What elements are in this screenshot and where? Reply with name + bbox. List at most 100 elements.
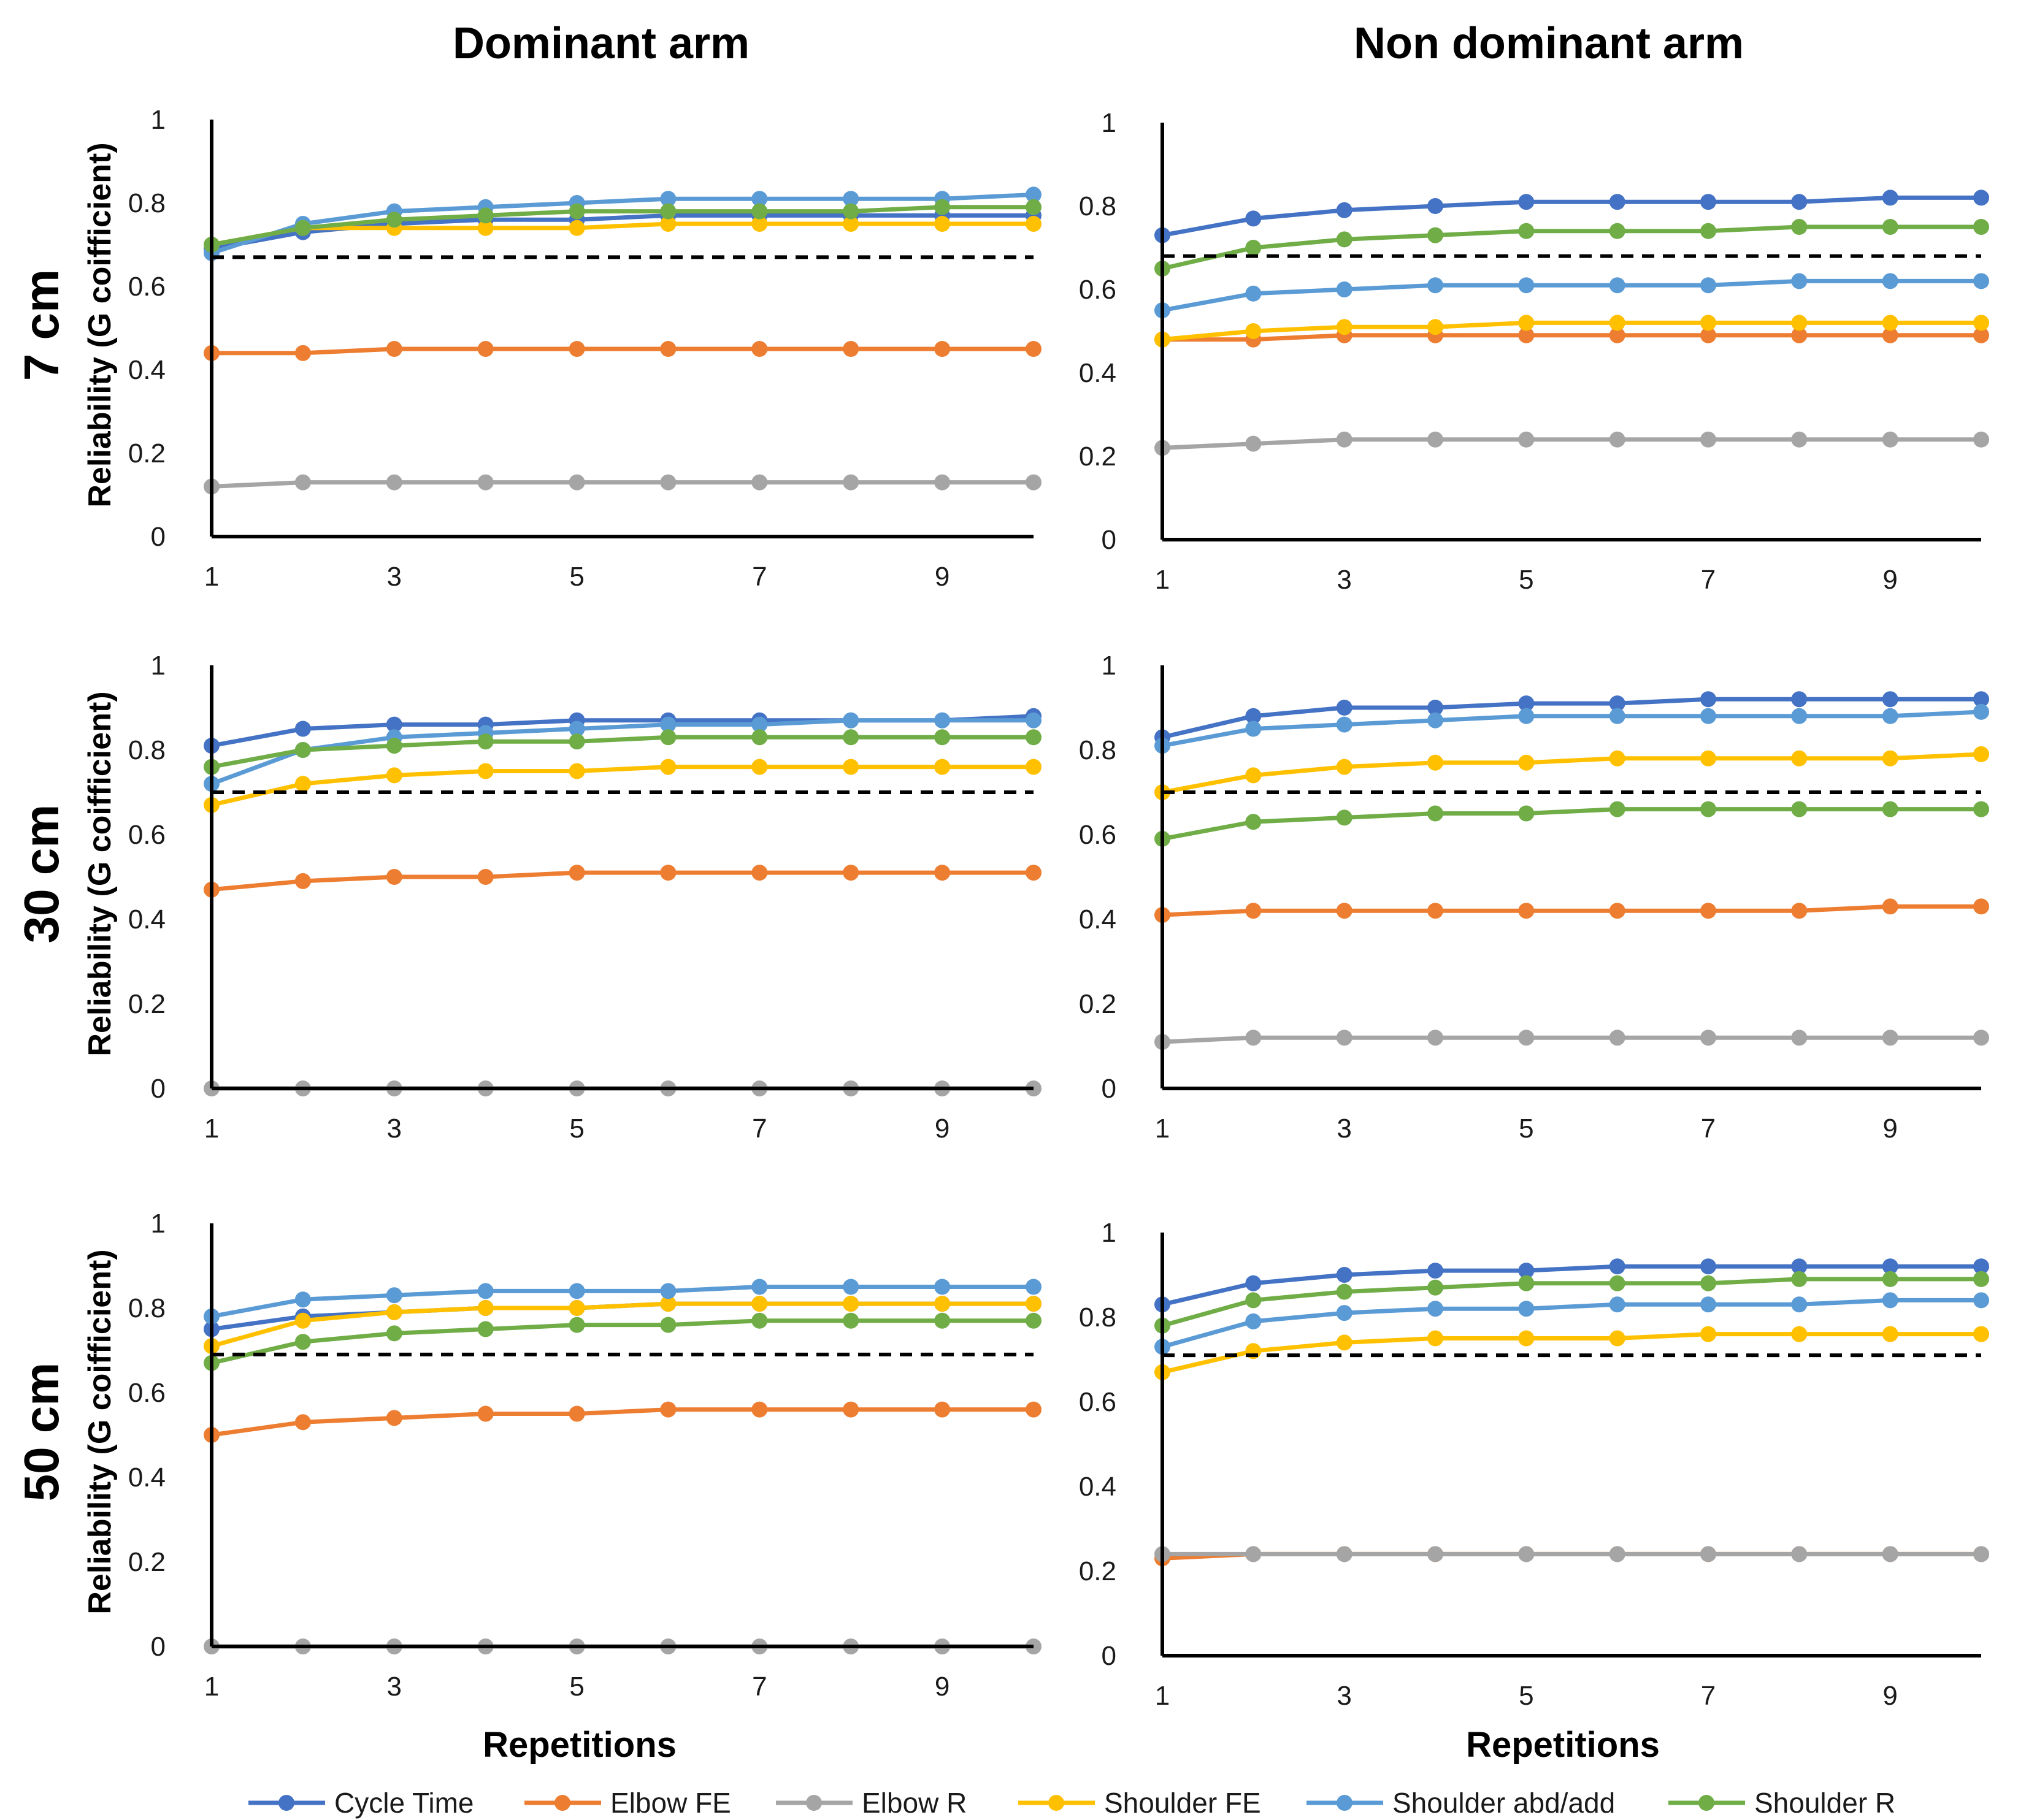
data-point — [751, 1401, 768, 1418]
y-tick-label: 0 — [1102, 525, 1116, 555]
data-point — [934, 729, 951, 746]
data-point — [934, 712, 951, 728]
legend: Cycle Time Elbow FE Elbow R Shoulder FE Shou… — [248, 1787, 1895, 1819]
data-point — [386, 738, 402, 754]
data-point — [477, 1283, 494, 1299]
data-point — [1791, 194, 1808, 210]
data-point — [1427, 700, 1443, 716]
data-point — [1336, 809, 1352, 826]
series-line-shoulder-r — [1162, 807, 1981, 841]
data-point — [1882, 1271, 1898, 1287]
data-point — [1518, 1546, 1535, 1562]
data-point — [660, 203, 677, 220]
data-point — [1882, 898, 1898, 915]
data-point — [1882, 431, 1898, 448]
data-point — [1245, 814, 1262, 830]
data-point — [1518, 194, 1535, 210]
x-tick-label: 5 — [569, 1114, 584, 1144]
x-tick-label: 5 — [569, 562, 584, 592]
legend-item: Elbow R — [776, 1787, 967, 1819]
data-point — [751, 1279, 768, 1295]
y-tick-label: 0.8 — [1079, 191, 1116, 221]
y-tick-label: 0.2 — [1079, 1556, 1116, 1586]
data-point — [1609, 315, 1625, 331]
series-line-shoulder-abd-add — [1162, 709, 1982, 748]
x-tick-label: 7 — [1701, 1114, 1716, 1144]
series-line-elbow-fe — [1162, 904, 1981, 917]
data-point — [1026, 1401, 1042, 1418]
data-point — [1336, 1546, 1352, 1562]
data-point — [1518, 327, 1535, 343]
data-point — [1973, 1326, 1989, 1342]
x-tick-label: 7 — [752, 1672, 767, 1702]
data-point — [569, 1283, 585, 1299]
data-point — [1427, 754, 1443, 771]
data-point — [1700, 223, 1716, 239]
row-title-50cm: 50 cm — [14, 1363, 69, 1502]
data-point — [1427, 431, 1443, 448]
data-point — [294, 220, 311, 236]
data-point — [843, 474, 859, 491]
data-point — [751, 191, 768, 207]
data-point — [294, 1414, 311, 1431]
data-point — [1609, 1330, 1625, 1347]
legend-label: Shoulder R — [1754, 1787, 1895, 1819]
x-tick-label: 5 — [569, 1672, 584, 1702]
data-point — [569, 341, 585, 357]
data-point — [477, 207, 494, 224]
data-point — [1518, 1275, 1535, 1291]
x-tick-label: 1 — [1155, 565, 1170, 595]
series-line-shoulder-abd-add — [211, 1285, 1034, 1319]
x-tick-label: 1 — [1155, 1681, 1170, 1711]
series-line-elbow-fe — [212, 346, 1034, 356]
data-point — [1882, 189, 1898, 206]
y-tick-label: 0 — [1102, 1641, 1116, 1671]
data-point — [1336, 431, 1352, 448]
data-point — [294, 474, 311, 491]
data-point — [934, 759, 951, 775]
series-line-shoulder-r — [1162, 1277, 1981, 1328]
data-point — [660, 341, 677, 357]
data-point — [751, 203, 768, 220]
data-point — [751, 341, 768, 357]
panel-3: 0 0.2 0.4 0.6 0.8 1 1 3 5 7 9 — [128, 651, 1042, 1144]
data-point — [294, 1291, 311, 1308]
data-point — [751, 716, 768, 733]
y-tick-label: 0.8 — [128, 1293, 166, 1323]
data-point — [477, 869, 494, 885]
data-point — [569, 1300, 585, 1316]
data-point — [569, 203, 585, 220]
data-point — [660, 1296, 677, 1312]
data-point — [843, 1279, 859, 1295]
data-point — [751, 865, 768, 881]
x-tick-label: 1 — [1155, 1114, 1170, 1144]
data-point — [1791, 431, 1808, 448]
x-tick-label: 3 — [387, 1672, 402, 1702]
y-tick-label: 0.6 — [128, 272, 166, 302]
data-point — [386, 474, 402, 491]
data-point — [660, 191, 677, 207]
data-point — [751, 216, 768, 232]
data-point — [386, 1410, 402, 1426]
x-axis-label-left: Repetitions — [483, 1725, 677, 1765]
x-tick-label: 9 — [935, 1114, 950, 1144]
data-point — [934, 1296, 951, 1312]
x-tick-label: 3 — [387, 562, 402, 592]
x-tick-label: 7 — [752, 1114, 767, 1144]
data-point — [1973, 431, 1989, 448]
data-point — [1427, 1030, 1443, 1046]
data-point — [1518, 1330, 1535, 1347]
data-point — [477, 220, 494, 236]
data-point — [1336, 1267, 1352, 1283]
data-point — [1791, 1546, 1808, 1562]
data-point — [1245, 1030, 1262, 1046]
x-tick-label: 7 — [1701, 565, 1716, 595]
legend-item: Shoulder R — [1668, 1787, 1895, 1819]
row-title-30cm: 30 cm — [14, 805, 69, 944]
data-point — [1427, 198, 1443, 214]
y-axis-label-row1: Reliability (G coifficient) — [82, 142, 118, 507]
legend-swatch-marker — [554, 1795, 570, 1811]
y-tick-label: 0.2 — [128, 1547, 166, 1577]
y-tick-label: 0.2 — [1079, 442, 1116, 472]
data-point — [1973, 315, 1989, 331]
